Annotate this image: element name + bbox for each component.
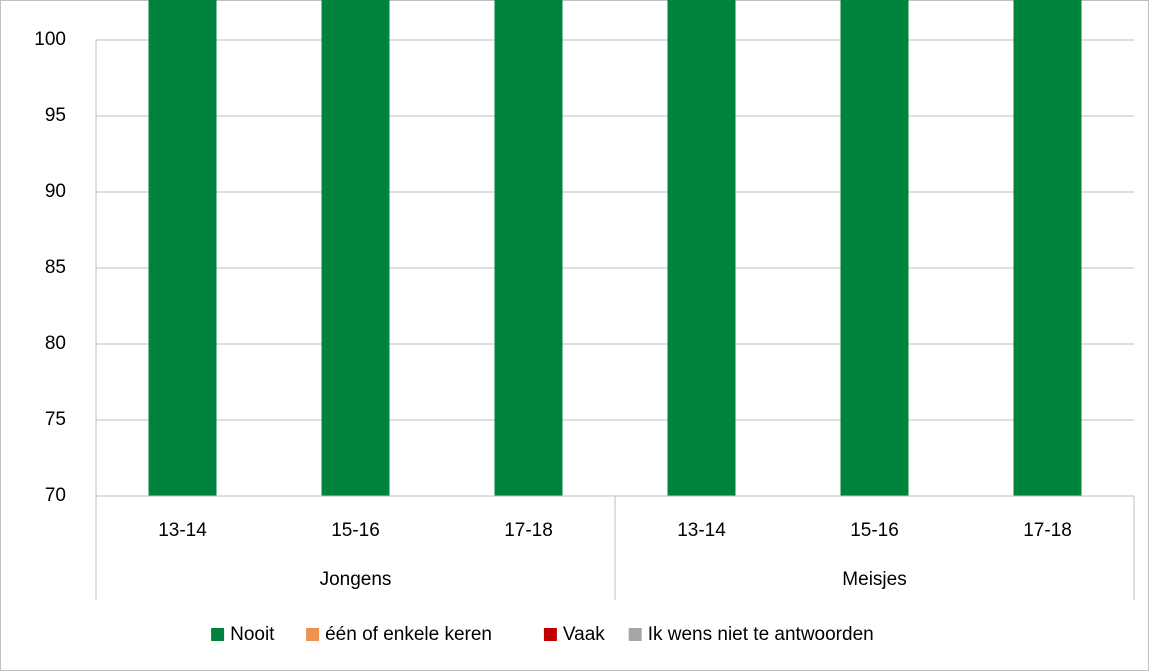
y-tick-label: 80 bbox=[45, 333, 66, 354]
bar-segment bbox=[148, 0, 217, 496]
y-tick-label: 95 bbox=[45, 105, 66, 126]
y-tick-label: 70 bbox=[45, 485, 66, 506]
legend-label: Vaak bbox=[563, 624, 605, 645]
x-tick-label: 15-16 bbox=[850, 520, 899, 541]
x-tick-label: 15-16 bbox=[331, 520, 380, 541]
x-tick-label: 13-14 bbox=[158, 520, 207, 541]
bar-segment bbox=[321, 0, 390, 496]
y-tick-label: 85 bbox=[45, 257, 66, 278]
legend-label: Nooit bbox=[230, 624, 275, 645]
group-label: Jongens bbox=[320, 569, 392, 590]
y-tick-label: 90 bbox=[45, 181, 66, 202]
legend-swatch bbox=[306, 628, 320, 641]
bar-segment bbox=[667, 0, 736, 497]
bar-segment bbox=[840, 0, 909, 496]
legend-swatch bbox=[543, 628, 557, 641]
x-tick-label: 13-14 bbox=[677, 520, 726, 541]
bar-segment bbox=[1013, 0, 1082, 496]
bar-segment bbox=[494, 0, 563, 496]
y-tick-label: 75 bbox=[45, 409, 66, 430]
x-tick-label: 17-18 bbox=[1023, 520, 1072, 541]
x-tick-label: 17-18 bbox=[504, 520, 553, 541]
legend-label: één of enkele keren bbox=[325, 624, 492, 645]
legend-swatch bbox=[628, 628, 642, 641]
y-tick-label: 100 bbox=[34, 29, 66, 50]
group-label: Meisjes bbox=[842, 569, 906, 590]
legend-label: Ik wens niet te antwoorden bbox=[648, 624, 874, 645]
legend-swatch bbox=[211, 628, 225, 641]
